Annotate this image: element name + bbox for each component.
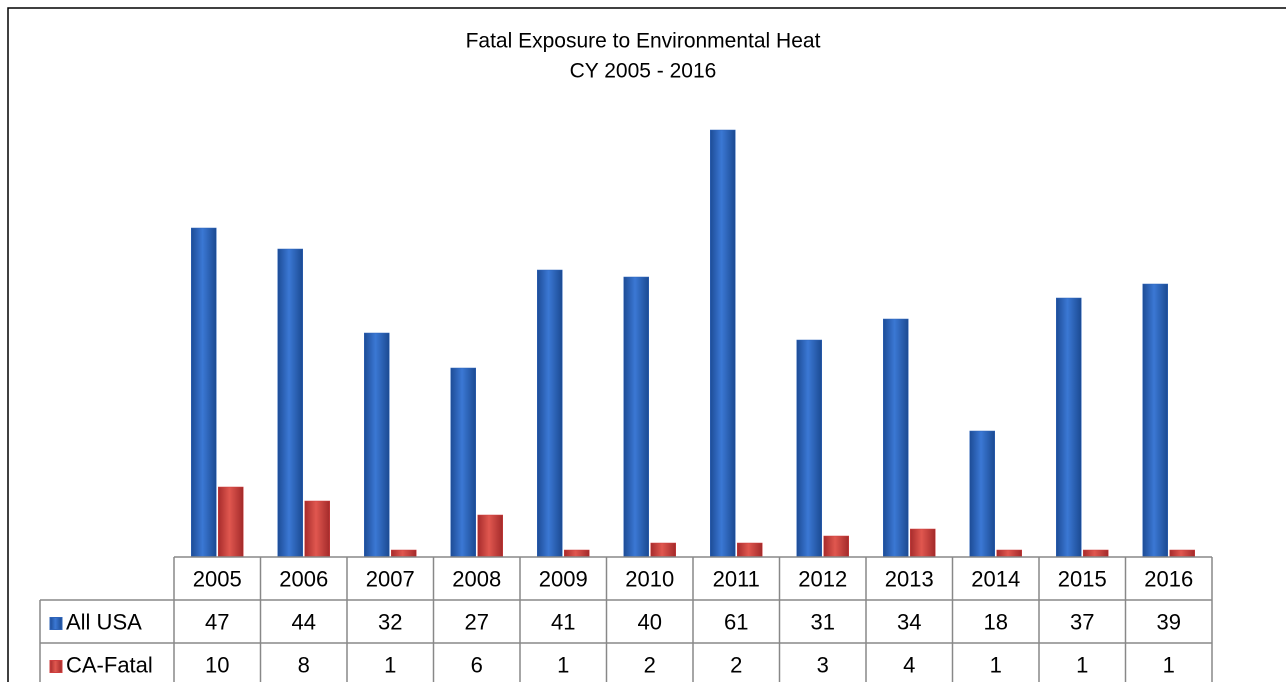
x-tick-label: 2009 [539, 566, 588, 591]
legend-swatch [49, 660, 63, 673]
bar [1056, 297, 1082, 558]
table-value: 31 [811, 609, 835, 634]
bar [364, 332, 390, 558]
x-tick-label: 2010 [625, 566, 674, 591]
bar [477, 514, 503, 558]
table-value: 1 [990, 652, 1002, 677]
bar [737, 542, 763, 558]
chart-border [7, 7, 1286, 682]
legend-label: CA-Fatal [66, 652, 153, 677]
table-value: 1 [557, 652, 569, 677]
legend-label: All USA [66, 609, 142, 634]
table-value: 10 [205, 652, 229, 677]
table-value: 1 [1076, 652, 1088, 677]
x-tick-label: 2008 [452, 566, 501, 591]
table-value: 34 [897, 609, 921, 634]
table-value: 47 [205, 609, 229, 634]
bar [304, 500, 330, 558]
x-tick-label: 2012 [798, 566, 847, 591]
x-tick-label: 2016 [1144, 566, 1193, 591]
bar [450, 367, 476, 558]
table-value: 1 [1163, 652, 1175, 677]
chart-title: Fatal Exposure to Environmental Heat [466, 30, 821, 53]
chart-subtitle: CY 2005 - 2016 [570, 60, 717, 83]
table-value: 8 [298, 652, 310, 677]
bar [796, 339, 822, 558]
x-tick-label: 2007 [366, 566, 415, 591]
table-value: 4 [903, 652, 915, 677]
bar [710, 129, 736, 558]
bar [564, 549, 590, 558]
table-value: 2 [644, 652, 656, 677]
table-value: 27 [465, 609, 489, 634]
legend-swatch [49, 617, 63, 630]
table-value: 40 [638, 609, 662, 634]
table-value: 1 [384, 652, 396, 677]
bar [650, 542, 676, 558]
bar [1142, 283, 1168, 558]
bar [823, 535, 849, 558]
x-tick-label: 2014 [971, 566, 1020, 591]
x-tick-label: 2015 [1058, 566, 1107, 591]
bar [623, 276, 649, 558]
bar [1083, 549, 1109, 558]
bar [969, 430, 995, 558]
bar [218, 486, 244, 558]
x-tick-label: 2006 [279, 566, 328, 591]
bar [996, 549, 1022, 558]
bar [277, 248, 303, 558]
table-value: 2 [730, 652, 742, 677]
x-tick-label: 2013 [885, 566, 934, 591]
table-value: 44 [292, 609, 316, 634]
table-value: 37 [1070, 609, 1094, 634]
table-value: 32 [378, 609, 402, 634]
bar [537, 269, 563, 558]
x-tick-label: 2011 [713, 566, 760, 591]
table-value: 18 [984, 609, 1008, 634]
x-tick-label: 2005 [193, 566, 242, 591]
table-value: 41 [551, 609, 575, 634]
table-value: 3 [817, 652, 829, 677]
table-value: 6 [471, 652, 483, 677]
table-value: 61 [724, 609, 748, 634]
bar [1169, 549, 1195, 558]
bar [910, 528, 936, 558]
bar [883, 318, 909, 558]
table-value: 39 [1157, 609, 1181, 634]
bar [391, 549, 417, 558]
bar [191, 227, 217, 558]
